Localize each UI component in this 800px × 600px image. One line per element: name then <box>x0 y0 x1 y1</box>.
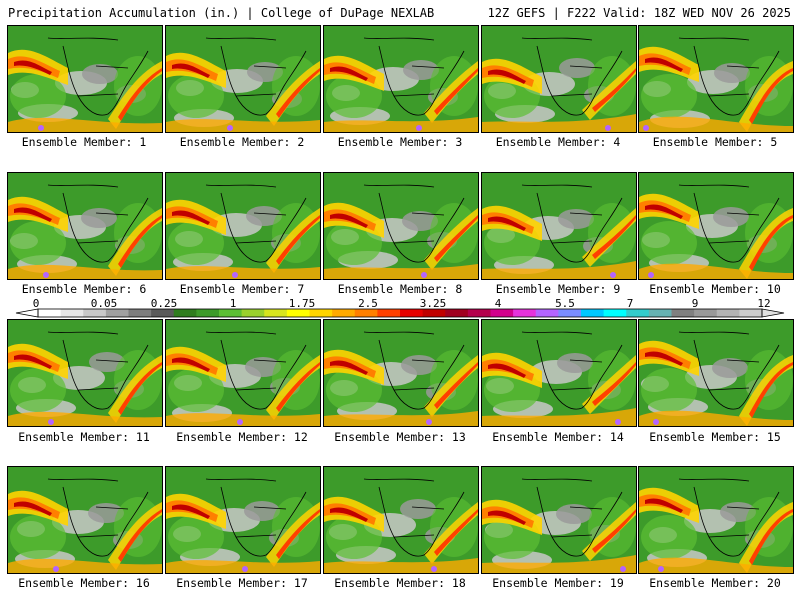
colorbar-swatch <box>603 309 627 317</box>
ensemble-member-label-2: Ensemble Member: 2 <box>179 135 305 149</box>
ensemble-member-map-11 <box>7 319 163 427</box>
ensemble-member-label-5: Ensemble Member: 5 <box>652 135 778 149</box>
colorbar-swatch <box>422 309 446 317</box>
ensemble-member-label-8: Ensemble Member: 8 <box>337 282 463 296</box>
ensemble-member-label-18: Ensemble Member: 18 <box>334 576 466 590</box>
colorbar-swatch <box>332 309 356 317</box>
ensemble-member-map-8 <box>323 172 479 280</box>
ensemble-member-map-19 <box>481 466 637 574</box>
colorbar-tick-label: 0.05 <box>90 297 118 310</box>
colorbar-tick-label: 0 <box>32 297 40 310</box>
colorbar-swatch <box>535 309 559 317</box>
colorbar-swatch <box>581 309 605 317</box>
colorbar-tick-label: 12 <box>757 297 771 310</box>
colorbar-tick-label: 7 <box>626 297 634 310</box>
ensemble-member-label-16: Ensemble Member: 16 <box>18 576 150 590</box>
colorbar-swatch <box>286 309 310 317</box>
colorbar-swatch <box>648 309 672 317</box>
colorbar-swatch <box>173 309 197 317</box>
colorbar-swatch <box>309 309 333 317</box>
colorbar-tick-label: 3.25 <box>419 297 447 310</box>
ensemble-member-label-10: Ensemble Member: 10 <box>649 282 781 296</box>
ensemble-member-map-2 <box>165 25 321 133</box>
ensemble-member-map-10 <box>638 172 794 280</box>
colorbar-swatch <box>716 309 740 317</box>
colorbar-swatch <box>151 309 175 317</box>
ensemble-member-label-19: Ensemble Member: 19 <box>492 576 624 590</box>
ensemble-member-map-1 <box>7 25 163 133</box>
colorbar-swatch <box>513 309 537 317</box>
colorbar-swatch <box>105 309 129 317</box>
colorbar-swatch <box>694 309 718 317</box>
ensemble-member-map-5 <box>638 25 794 133</box>
colorbar-swatch <box>219 309 243 317</box>
ensemble-member-label-3: Ensemble Member: 3 <box>337 135 463 149</box>
valid-time: 12Z GEFS | F222 Valid: 18Z WED NOV 26 20… <box>487 6 791 20</box>
colorbar-swatch <box>38 309 62 317</box>
colorbar-swatch <box>467 309 491 317</box>
ensemble-member-label-12: Ensemble Member: 12 <box>176 430 308 444</box>
colorbar-swatch <box>739 309 763 317</box>
ensemble-member-label-15: Ensemble Member: 15 <box>649 430 781 444</box>
colorbar-swatch <box>241 309 265 317</box>
colorbar-swatch <box>83 309 107 317</box>
colorbar-swatch <box>671 309 695 317</box>
ensemble-member-label-7: Ensemble Member: 7 <box>179 282 305 296</box>
ensemble-member-map-18 <box>323 466 479 574</box>
ensemble-member-map-4 <box>481 25 637 133</box>
ensemble-member-map-12 <box>165 319 321 427</box>
colorbar-swatch <box>264 309 288 317</box>
ensemble-member-label-14: Ensemble Member: 14 <box>492 430 624 444</box>
ensemble-member-label-11: Ensemble Member: 11 <box>18 430 150 444</box>
ensemble-member-map-7 <box>165 172 321 280</box>
colorbar-swatch <box>626 309 650 317</box>
colorbar-tick-label: 5.5 <box>555 297 575 310</box>
ensemble-member-map-9 <box>481 172 637 280</box>
colorbar-tick-label: 1 <box>229 297 237 310</box>
colorbar-swatch <box>354 309 378 317</box>
ensemble-member-label-4: Ensemble Member: 4 <box>495 135 621 149</box>
ensemble-member-map-14 <box>481 319 637 427</box>
ensemble-member-label-1: Ensemble Member: 1 <box>21 135 147 149</box>
colorbar-swatch <box>400 309 424 317</box>
ensemble-member-map-6 <box>7 172 163 280</box>
colorbar-swatch <box>445 309 469 317</box>
colorbar-tick-label: 4 <box>494 297 502 310</box>
ensemble-member-label-9: Ensemble Member: 9 <box>495 282 621 296</box>
colorbar-swatch <box>377 309 401 317</box>
colorbar-swatch <box>490 309 514 317</box>
colorbar-swatch <box>128 309 152 317</box>
ensemble-member-label-13: Ensemble Member: 13 <box>334 430 466 444</box>
colorbar-swatch <box>558 309 582 317</box>
colorbar-tick-label: 9 <box>691 297 699 310</box>
colorbar-swatch <box>196 309 220 317</box>
colorbar-tick-label: 2.5 <box>358 297 378 310</box>
colorbar-tick-label: 1.75 <box>288 297 316 310</box>
colorbar-tick-label: 0.25 <box>150 297 178 310</box>
precip-colorbar <box>15 308 785 318</box>
ensemble-member-map-17 <box>165 466 321 574</box>
ensemble-member-label-6: Ensemble Member: 6 <box>21 282 147 296</box>
colorbar-swatch <box>60 309 84 317</box>
ensemble-member-map-13 <box>323 319 479 427</box>
ensemble-member-map-15 <box>638 319 794 427</box>
ensemble-member-label-17: Ensemble Member: 17 <box>176 576 308 590</box>
chart-title: Precipitation Accumulation (in.) | Colle… <box>8 6 435 20</box>
ensemble-member-map-16 <box>7 466 163 574</box>
ensemble-member-label-20: Ensemble Member: 20 <box>649 576 781 590</box>
ensemble-member-map-20 <box>638 466 794 574</box>
ensemble-member-map-3 <box>323 25 479 133</box>
